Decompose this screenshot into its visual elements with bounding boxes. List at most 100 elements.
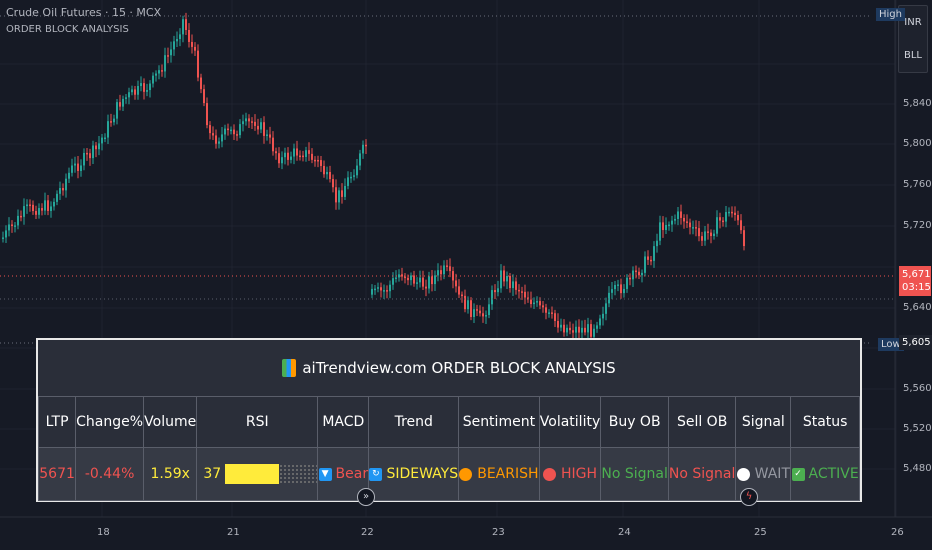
candle-body <box>572 330 574 333</box>
sentiment-value: BEARISH <box>477 466 539 482</box>
candle-body <box>119 102 121 107</box>
candle-body <box>383 290 385 292</box>
candle-body <box>482 313 484 317</box>
candle-body <box>185 19 187 30</box>
candle-body <box>89 153 91 159</box>
candle-body <box>23 206 25 217</box>
candle-body <box>155 73 157 76</box>
candle-body <box>371 288 373 295</box>
candle-body <box>485 315 487 317</box>
candle-body <box>590 324 592 337</box>
candle-body <box>635 270 637 273</box>
candle-body <box>338 190 340 203</box>
candle-body <box>65 178 67 191</box>
candle-body <box>665 224 667 231</box>
candle-body <box>413 275 415 284</box>
candle-body <box>35 211 37 215</box>
candle-body <box>638 271 640 276</box>
indicator-title[interactable]: ORDER BLOCK ANALYSIS <box>6 24 129 35</box>
candle-body <box>260 122 262 130</box>
price-tick-label: 5,640 <box>903 302 932 313</box>
candle-body <box>587 324 589 333</box>
candle-body <box>215 135 217 144</box>
candle-body <box>140 83 142 87</box>
candle-body <box>170 49 172 56</box>
candle-body <box>287 152 289 160</box>
candle-body <box>563 324 565 333</box>
lightning-marker-icon[interactable]: ϟ <box>740 488 758 506</box>
down-arrow-icon: ▼ <box>318 467 332 481</box>
candle-body <box>455 280 457 287</box>
candle-body <box>692 227 694 229</box>
candle-body <box>734 212 736 216</box>
candle-body <box>470 300 472 317</box>
col-change-header: Change% <box>75 396 145 448</box>
candle-body <box>467 300 469 310</box>
candle-body <box>362 144 364 154</box>
candle-body <box>695 227 697 229</box>
candle-body <box>719 217 721 221</box>
candle-body <box>110 121 112 123</box>
candle-body <box>686 221 688 223</box>
price-tick-label: 5,560 <box>903 383 932 394</box>
candle-body <box>629 277 631 280</box>
volume-value: 1.59x <box>143 447 198 501</box>
candle-body <box>323 165 325 175</box>
trend-value: SIDEWAYS <box>386 466 459 482</box>
candle-body <box>464 295 466 310</box>
price-tick-label: 5,760 <box>903 179 932 190</box>
candle-body <box>575 326 577 333</box>
macd-value: Bear <box>335 466 369 482</box>
candle-body <box>74 163 76 166</box>
col-signal-header: Signal <box>735 396 792 448</box>
col-macd-header: MACD <box>317 396 370 448</box>
candle-body <box>32 204 34 212</box>
candle-body <box>335 187 337 203</box>
candle-body <box>554 313 556 321</box>
candle-body <box>506 275 508 282</box>
candle-body <box>545 307 547 313</box>
candle-body <box>305 150 307 157</box>
worried-face-icon <box>459 467 473 481</box>
candle-body <box>350 176 352 179</box>
candle-body <box>176 39 178 42</box>
candle-body <box>128 92 130 98</box>
candle-body <box>68 172 70 179</box>
candle-body <box>671 220 673 225</box>
candle-body <box>431 276 433 285</box>
candle-body <box>236 134 238 136</box>
candle-body <box>269 134 271 138</box>
candle-body <box>188 29 190 42</box>
price-tick-label: 5,800 <box>903 138 932 149</box>
candle-body <box>152 75 154 84</box>
candle-body <box>716 217 718 234</box>
high-tag: High <box>876 8 905 21</box>
date-tick-label: 23 <box>492 527 505 538</box>
candle-body <box>56 193 58 202</box>
candle-body <box>623 288 625 294</box>
candle-body <box>224 128 226 135</box>
candle-body <box>353 175 355 177</box>
candle-body <box>500 270 502 289</box>
candle-body <box>410 275 412 281</box>
candle-body <box>731 211 733 214</box>
candle-body <box>284 152 286 158</box>
low-tag: Low <box>878 338 904 351</box>
candle-body <box>242 121 244 125</box>
session-marker-icon[interactable]: » <box>357 488 375 506</box>
candle-body <box>5 230 7 238</box>
candle-body <box>179 34 181 40</box>
trend-cell: ↻ SIDEWAYS <box>368 447 460 501</box>
candle-body <box>737 215 739 221</box>
candle-body <box>59 188 61 194</box>
candle-body <box>230 129 232 132</box>
analysis-table: LTP Change% Volume RSI MACD Trend Sentim… <box>37 396 860 501</box>
check-icon: ✓ <box>791 467 805 481</box>
candle-body <box>425 286 427 289</box>
candle-body <box>233 129 235 135</box>
col-buy-ob-header: Buy OB <box>600 396 669 448</box>
candle-body <box>548 312 550 314</box>
symbol-title[interactable]: Crude Oil Futures · 15 · MCX <box>6 6 162 19</box>
currency-unit-box[interactable]: INR BLL <box>898 5 928 73</box>
candle-body <box>209 125 211 134</box>
